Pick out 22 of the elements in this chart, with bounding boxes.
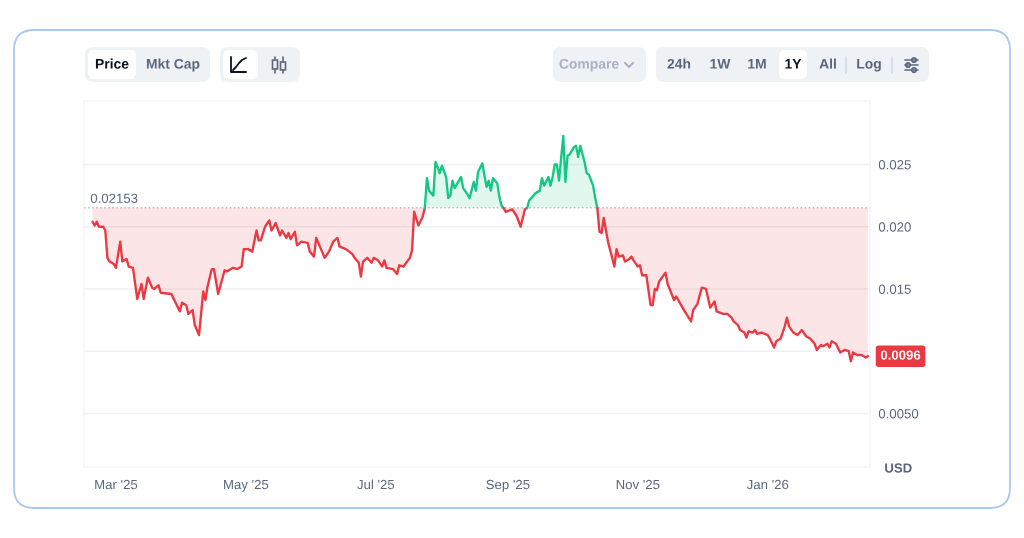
text: Log [857, 58, 881, 72]
y-tick-label: 0.020 [878, 222, 911, 232]
x-tick-label: Jan '26 [746, 479, 789, 490]
x-tick-label: Mar '25 [95, 479, 138, 490]
x-tick-label: Nov '25 [616, 479, 660, 490]
y-tick-label: 0.025 [878, 160, 911, 170]
x-tick-label: May '25 [224, 479, 269, 492]
text: 24h [667, 58, 691, 69]
text: Compare [559, 58, 619, 72]
ref-line-label: 0.02153 [90, 193, 138, 203]
text: 1Y [785, 59, 802, 69]
y-axis-title: USD [885, 463, 912, 473]
x-tick-label: Sep '25 [486, 479, 530, 492]
annotation: 0.0096 [880, 350, 921, 360]
text: 1M [748, 59, 766, 69]
text: All [819, 58, 836, 69]
y-tick-label: 0.0050 [878, 409, 919, 419]
text: 1W [710, 59, 731, 69]
text: Price [95, 58, 129, 69]
text: Mkt Cap [146, 58, 200, 72]
y-tick-label: 0.015 [878, 284, 911, 294]
x-tick-label: Jul '25 [357, 479, 395, 490]
